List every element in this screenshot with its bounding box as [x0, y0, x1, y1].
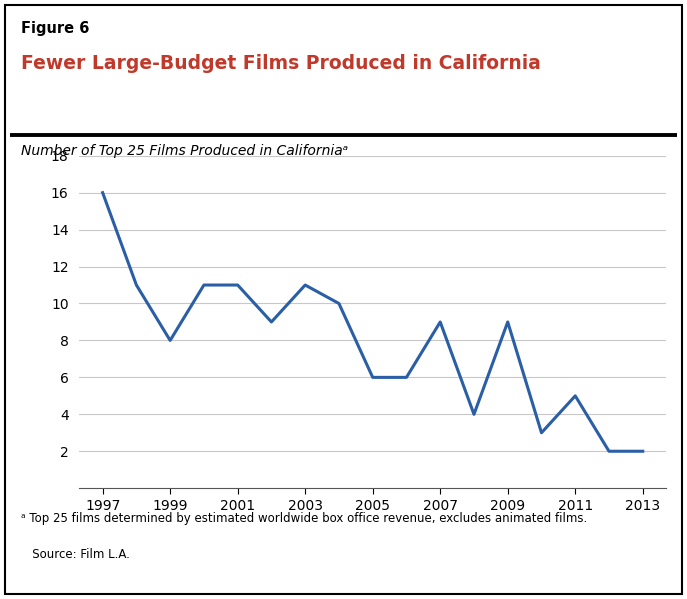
Text: Number of Top 25 Films Produced in Californiaᵃ: Number of Top 25 Films Produced in Calif… [21, 144, 348, 158]
Text: ᵃ Top 25 films determined by estimated worldwide box office revenue, excludes an: ᵃ Top 25 films determined by estimated w… [21, 512, 587, 525]
Text: Figure 6: Figure 6 [21, 21, 89, 36]
Text: Source: Film L.A.: Source: Film L.A. [21, 548, 129, 561]
Text: Fewer Large-Budget Films Produced in California: Fewer Large-Budget Films Produced in Cal… [21, 54, 541, 73]
